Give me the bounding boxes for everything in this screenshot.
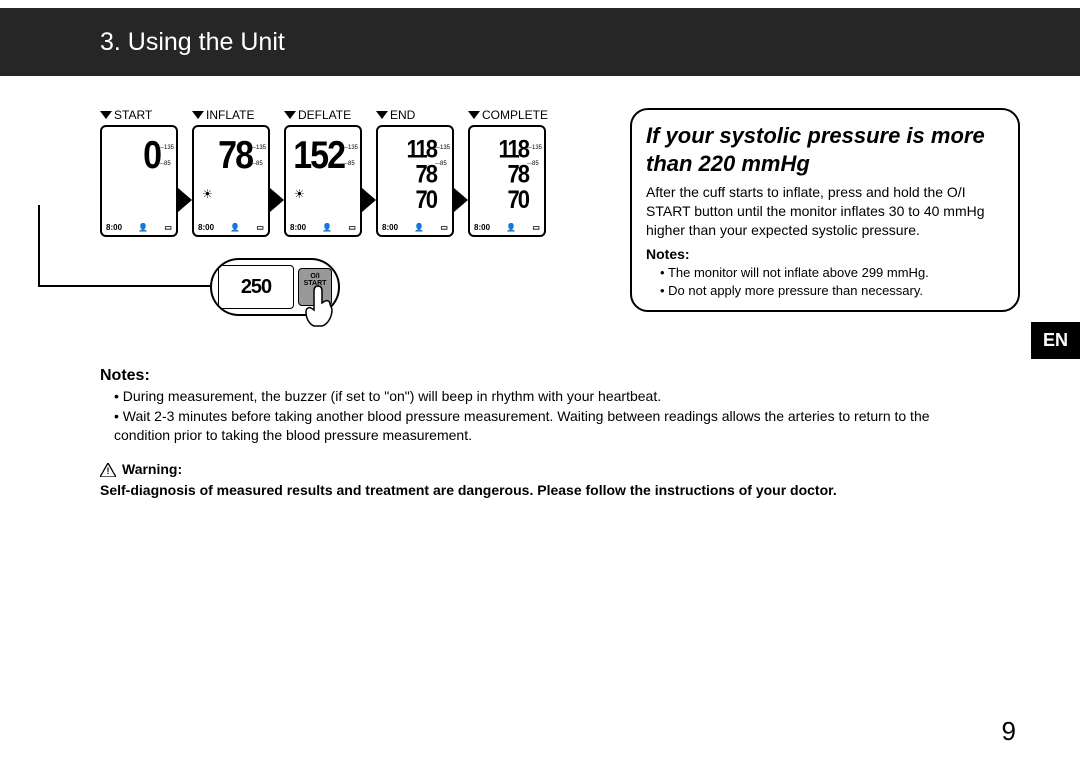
press-finger-icon bbox=[304, 284, 340, 328]
notes-heading: Notes: bbox=[100, 367, 980, 385]
warning-body: Self-diagnosis of measured results and t… bbox=[100, 481, 980, 501]
phase-label: START bbox=[114, 108, 152, 122]
note-item: Wait 2-3 minutes before taking another b… bbox=[114, 407, 980, 446]
device-reading: 250 bbox=[218, 265, 294, 309]
note-item: The monitor will not inflate above 299 m… bbox=[660, 264, 1004, 282]
measurement-phase-row: START 0 13585 8:00👤▭ INFLATE 78 13585 ☀ … bbox=[100, 108, 1020, 237]
phase-label: DEFLATE bbox=[298, 108, 351, 122]
device-unit: 250 O/ISTART● bbox=[210, 258, 340, 316]
section-header: 3. Using the Unit bbox=[0, 8, 1080, 76]
connector-line bbox=[38, 285, 210, 287]
phase-inflate: INFLATE 78 13585 ☀ 8:00👤▭ bbox=[192, 108, 270, 237]
main-notes: Notes: During measurement, the buzzer (i… bbox=[100, 367, 980, 446]
sun-icon: ☀ bbox=[294, 187, 305, 201]
lcd-screen: 0 13585 8:00👤▭ bbox=[100, 125, 178, 237]
page-number: 9 bbox=[1002, 716, 1016, 747]
warning-block: ! Warning: Self-diagnosis of measured re… bbox=[100, 460, 980, 501]
battery-icon: ▭ bbox=[164, 223, 172, 232]
sun-icon: ☀ bbox=[202, 187, 213, 201]
person-icon: 👤 bbox=[138, 223, 148, 232]
phase-start: START 0 13585 8:00👤▭ bbox=[100, 108, 178, 237]
note-item: During measurement, the buzzer (if set t… bbox=[114, 387, 980, 407]
lcd-screen: 118 78 70 13585 8:00👤▭ bbox=[468, 125, 546, 237]
high-systolic-callout: If your systolic pressure is more than 2… bbox=[630, 108, 1020, 312]
connector-line bbox=[38, 205, 40, 285]
phase-label: END bbox=[390, 108, 415, 122]
svg-text:!: ! bbox=[107, 466, 110, 476]
lcd-screen: 152 13585 ☀ 8:00👤▭ bbox=[284, 125, 362, 237]
warning-heading: Warning: bbox=[122, 460, 182, 480]
arrow-right-icon bbox=[362, 188, 376, 212]
phase-end: END 118 78 70 13585 8:00👤▭ bbox=[376, 108, 454, 237]
note-item: Do not apply more pressure than necessar… bbox=[660, 282, 1004, 300]
notes-heading: Notes: bbox=[646, 246, 1004, 262]
callout-title: If your systolic pressure is more than 2… bbox=[646, 122, 1004, 177]
arrow-right-icon bbox=[178, 188, 192, 212]
arrow-right-icon bbox=[454, 188, 468, 212]
lcd-screen: 78 13585 ☀ 8:00👤▭ bbox=[192, 125, 270, 237]
phase-complete: COMPLETE 118 78 70 13585 8:00👤▭ bbox=[468, 108, 548, 237]
warning-icon: ! bbox=[100, 463, 116, 477]
section-title: 3. Using the Unit bbox=[100, 28, 285, 57]
lcd-screen: 118 78 70 13585 8:00👤▭ bbox=[376, 125, 454, 237]
callout-notes-list: The monitor will not inflate above 299 m… bbox=[646, 264, 1004, 300]
phase-label: COMPLETE bbox=[482, 108, 548, 122]
down-triangle-icon bbox=[100, 111, 112, 119]
phase-deflate: DEFLATE 152 13585 ☀ 8:00👤▭ bbox=[284, 108, 362, 237]
language-tab: EN bbox=[1031, 322, 1080, 359]
phase-label: INFLATE bbox=[206, 108, 254, 122]
arrow-right-icon bbox=[270, 188, 284, 212]
callout-body: After the cuff starts to inflate, press … bbox=[646, 183, 1004, 240]
